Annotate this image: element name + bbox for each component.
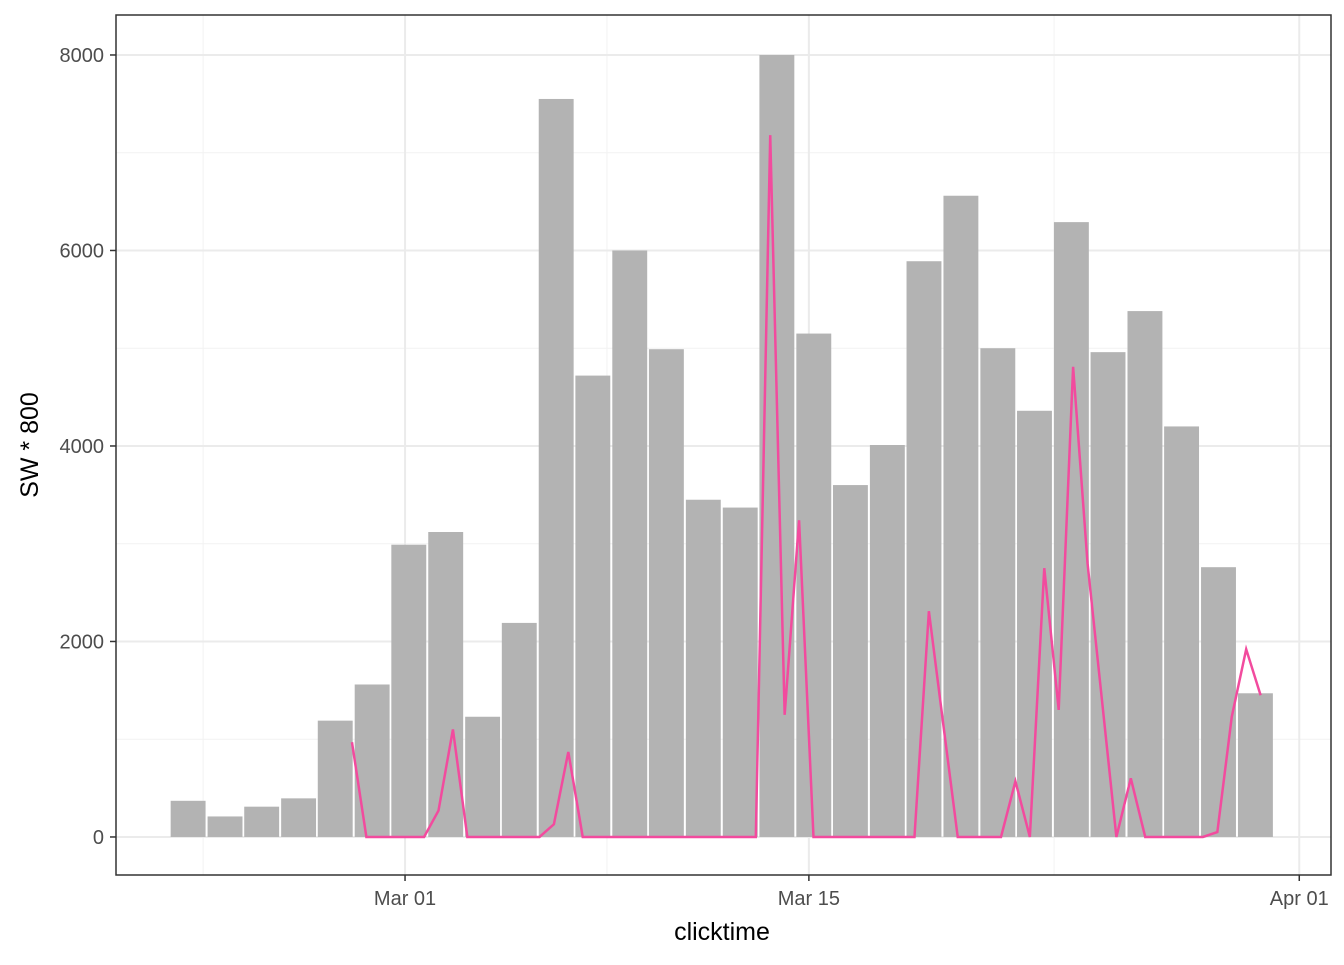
- y-axis-title: SW * 800: [16, 392, 44, 498]
- bar: [281, 798, 317, 837]
- bar: [906, 261, 942, 837]
- bar: [465, 716, 501, 837]
- bar: [538, 98, 574, 837]
- bar: [832, 485, 868, 837]
- bar: [612, 250, 648, 837]
- bar: [575, 375, 611, 837]
- bar: [170, 800, 206, 837]
- y-tick-label: 0: [93, 827, 104, 849]
- bar: [391, 544, 427, 837]
- y-tick-label: 6000: [60, 240, 105, 262]
- x-axis-title: clicktime: [674, 918, 770, 946]
- line: [350, 135, 1262, 839]
- bar: [207, 816, 243, 837]
- x-tick-label: Mar 01: [374, 888, 436, 910]
- bar: [244, 806, 280, 837]
- bar: [685, 499, 721, 837]
- bar: [1201, 567, 1236, 837]
- bar: [722, 507, 758, 837]
- bar: [648, 349, 684, 837]
- y-tick-label: 2000: [60, 631, 105, 653]
- bar: [980, 348, 1016, 837]
- bar: [1164, 426, 1200, 837]
- bar: [943, 195, 979, 837]
- y-tick-label: 8000: [60, 45, 105, 67]
- bar: [354, 684, 390, 837]
- bar: [1053, 222, 1089, 837]
- bar: [1127, 311, 1163, 837]
- x-tick-label: Apr 01: [1270, 888, 1329, 910]
- panel-border: [115, 14, 1332, 876]
- bar: [1237, 693, 1273, 837]
- bar: [869, 445, 905, 837]
- bar: [317, 720, 353, 837]
- bar: [501, 622, 537, 837]
- x-tick-label: Mar 15: [778, 888, 840, 910]
- y-tick-label: 4000: [60, 436, 105, 458]
- bar: [428, 531, 464, 837]
